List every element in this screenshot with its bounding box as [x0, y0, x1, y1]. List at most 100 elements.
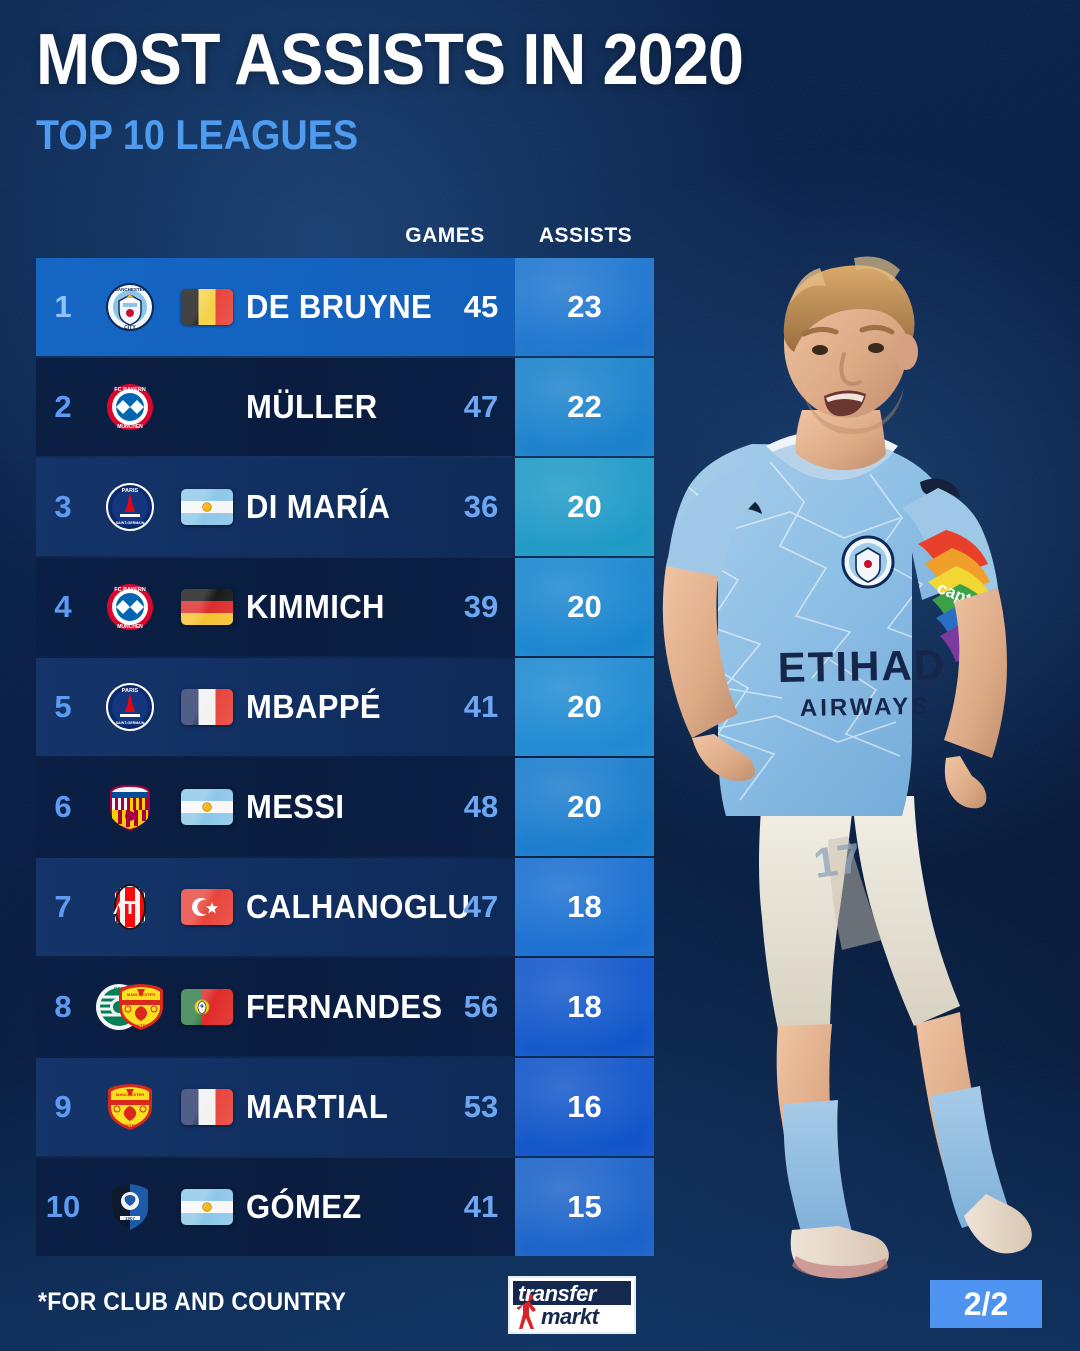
assists-bar: 20 [515, 658, 654, 756]
table-row: 3 PARIS SAINT-GERMAIN DI MARÍA 36 20 [36, 458, 654, 556]
club-crests: FC BAYERN MÜNCHEN [88, 558, 172, 656]
flag-argentina-icon [181, 789, 233, 825]
club-crest-psg-icon: PARIS SAINT-GERMAIN [106, 683, 154, 731]
assists-bar: 23 [515, 258, 654, 356]
page-indicator-badge: 2/2 [930, 1280, 1042, 1328]
rank-number: 2 [54, 389, 72, 424]
club-crests [88, 858, 172, 956]
club-crest-psg-icon: PARIS SAINT-GERMAIN [106, 483, 154, 531]
assists-bar: 22 [515, 358, 654, 456]
club-crests: PARIS SAINT-GERMAIN [88, 458, 172, 556]
club-crest-atalanta-icon: 1907 [106, 1183, 154, 1231]
svg-text:UNITED: UNITED [134, 1023, 149, 1028]
country-flag-wrap [176, 1058, 238, 1156]
flag-france-icon [181, 1089, 233, 1125]
club-crest-man-united-icon: MANCHESTER UNITED [106, 1083, 154, 1131]
country-flag-wrap [176, 458, 238, 556]
svg-text:UNITED: UNITED [123, 1123, 138, 1128]
club-crests: FC BAYERN MÜNCHEN [88, 358, 172, 456]
assists-bar: 20 [515, 458, 654, 556]
table-row: 10 1907 GÓMEZ 41 15 [36, 1158, 654, 1256]
club-crest-ac-milan-icon [106, 883, 154, 931]
flag-portugal-icon [181, 989, 233, 1025]
club-crests: MANCHESTER CITY [88, 258, 172, 356]
rank-number: 7 [54, 889, 72, 924]
header: MOST ASSISTS IN 2020 TOP 10 LEAGUES [36, 24, 822, 156]
country-flag-wrap [176, 1158, 238, 1256]
club-crest-bayern-munich-icon: FC BAYERN MÜNCHEN [106, 383, 154, 431]
games-value: 47 [463, 389, 499, 424]
country-flag-wrap [176, 358, 238, 456]
player-name: MARTIAL [246, 1088, 389, 1125]
games-value: 53 [463, 1089, 499, 1124]
player-head [783, 256, 918, 471]
player-name: MÜLLER [246, 388, 378, 425]
games-value: 47 [463, 889, 499, 924]
player-name: CALHANOGLU [246, 888, 471, 925]
country-flag-wrap [176, 758, 238, 856]
flag-germany-icon [181, 589, 233, 625]
country-flag-wrap [176, 258, 238, 356]
club-crests: 1907 [88, 1158, 172, 1256]
rank-number: 3 [54, 489, 72, 524]
footnote: *FOR CLUB AND COUNTRY [38, 1288, 347, 1316]
column-header-games: GAMES [405, 224, 485, 247]
column-header-assists: ASSISTS [538, 224, 633, 247]
svg-text:MÜNCHEN: MÜNCHEN [117, 423, 143, 430]
logo-text-markt: markt [541, 1304, 599, 1329]
svg-text:17: 17 [811, 834, 864, 887]
svg-text:MANCHESTER: MANCHESTER [116, 1092, 144, 1097]
club-crests [88, 758, 172, 856]
player-name: DE BRUYNE [246, 288, 433, 325]
country-flag-wrap [176, 958, 238, 1056]
svg-text:ETIHAD: ETIHAD [777, 641, 946, 691]
club-crest-man-united-icon: MANCHESTER UNITED [117, 983, 165, 1031]
assists-bar: 18 [515, 858, 654, 956]
table-row: 4 FC BAYERN MÜNCHEN KIMMICH 39 20 [36, 558, 654, 656]
flag-argentina-icon [181, 489, 233, 525]
club-crests: PARIS SAINT-GERMAIN [88, 658, 172, 756]
games-value: 41 [463, 1189, 499, 1224]
svg-text:MANCHESTER: MANCHESTER [114, 287, 147, 292]
games-value: 45 [463, 289, 499, 324]
player-name: KIMMICH [246, 588, 385, 625]
games-value: 39 [463, 589, 499, 624]
table-row: 9 MANCHESTER UNITED MARTIAL 53 16 [36, 1058, 654, 1156]
ranking-table: 1 MANCHESTER CITY DE BRUYNE 45 23 2 FC BAYERN MÜ… [36, 258, 654, 1258]
assists-bar: 15 [515, 1158, 654, 1256]
flag-belgium-icon [181, 289, 233, 325]
svg-text:CITY: CITY [124, 325, 136, 331]
svg-text:FC BAYERN: FC BAYERN [114, 587, 146, 593]
page-title: MOST ASSISTS IN 2020 [36, 20, 744, 100]
rank-number: 9 [54, 1089, 72, 1124]
table-row: 2 FC BAYERN MÜNCHEN MÜLLER 47 22 [36, 358, 654, 456]
country-flag-wrap [176, 858, 238, 956]
rank-number: 6 [54, 789, 72, 824]
games-value: 56 [463, 989, 499, 1024]
player-name: MBAPPÉ [246, 688, 381, 725]
logo-top-band [513, 1281, 631, 1305]
svg-text:MÜNCHEN: MÜNCHEN [117, 623, 143, 630]
player-legs: 17 [759, 796, 1032, 1279]
svg-text:SAINT-GERMAIN: SAINT-GERMAIN [116, 721, 145, 725]
svg-text:FC BAYERN: FC BAYERN [114, 387, 146, 393]
logo-text-transfer: transfer [518, 1281, 596, 1306]
table-row: 6 MESSI 48 20 [36, 758, 654, 856]
player-photo-kevin-de-bruyne: 17 ETIH [620, 230, 1080, 1290]
rank-number: 10 [45, 1189, 81, 1224]
games-value: 36 [463, 489, 499, 524]
svg-text:SAINT-GERMAIN: SAINT-GERMAIN [116, 521, 145, 525]
country-flag-wrap [176, 658, 238, 756]
rank-number: 1 [54, 289, 72, 324]
rank-number: 4 [54, 589, 72, 624]
player-name: FERNANDES [246, 988, 443, 1025]
club-crests: MANCHESTER UNITED [88, 1058, 172, 1156]
games-value: 41 [463, 689, 499, 724]
country-flag-wrap [176, 558, 238, 656]
flag-argentina-icon [181, 1189, 233, 1225]
rank-number: 8 [54, 989, 72, 1024]
rank-number: 5 [54, 689, 72, 724]
assists-bar: 20 [515, 758, 654, 856]
svg-text:PARIS: PARIS [122, 488, 139, 494]
page-subtitle: TOP 10 LEAGUES [36, 111, 359, 158]
